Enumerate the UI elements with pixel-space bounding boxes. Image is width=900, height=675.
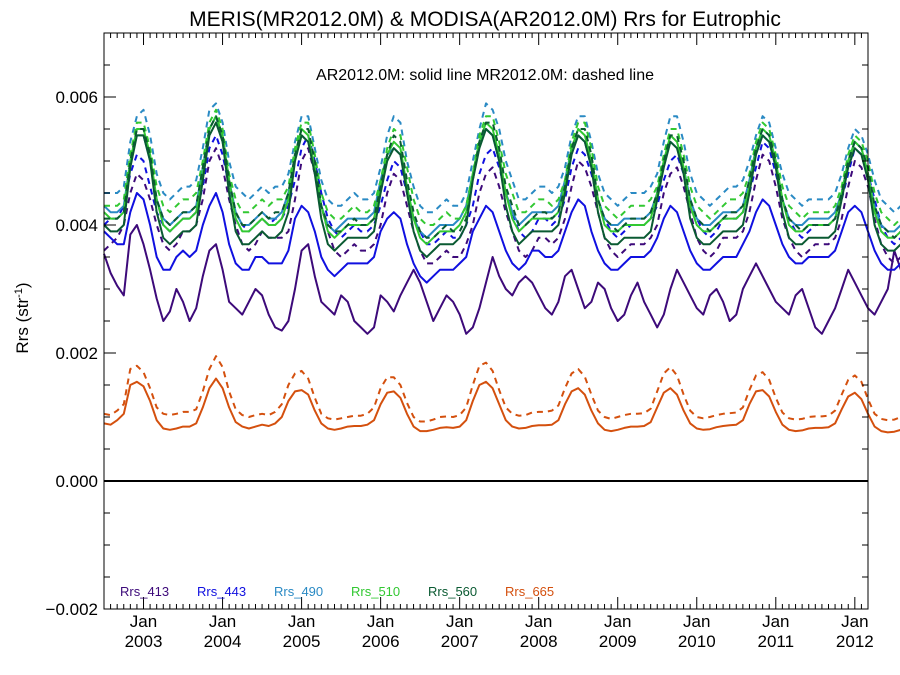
x-tick-label-year: 2012 bbox=[836, 632, 874, 651]
legend-entry-rrs_443: Rrs_443 bbox=[197, 584, 246, 599]
x-tick-label-month: Jan bbox=[446, 612, 473, 631]
y-axis-label-end: ) bbox=[13, 282, 32, 288]
x-tick-label-month: Jan bbox=[525, 612, 552, 631]
legend-entry-rrs_413: Rrs_413 bbox=[120, 584, 169, 599]
y-tick-label: −0.002 bbox=[46, 600, 98, 619]
series-line-rrs_510-dashed bbox=[104, 108, 900, 226]
legend: Rrs_413 Rrs_443 Rrs_490 Rrs_510 Rrs_560 Rrs_6… bbox=[120, 584, 554, 599]
y-tick-label: 0.000 bbox=[55, 472, 98, 491]
legend-entry-rrs_510: Rrs_510 bbox=[351, 584, 400, 599]
chart-title: MERIS(MR2012.0M) & MODISA(AR2012.0M) Rrs… bbox=[189, 8, 781, 31]
series-line-rrs_665-dashed bbox=[103, 355, 900, 423]
x-tick-label-month: Jan bbox=[841, 612, 868, 631]
y-tick-label: 0.002 bbox=[55, 344, 98, 363]
plot-area bbox=[103, 102, 900, 482]
legend-entry-rrs_490: Rrs_490 bbox=[274, 584, 323, 599]
x-tick-label-year: 2008 bbox=[520, 632, 558, 651]
x-tick-label-month: Jan bbox=[209, 612, 236, 631]
y-tick-label: 0.006 bbox=[55, 88, 98, 107]
series-line-rrs_413-dashed bbox=[103, 147, 900, 265]
y-tick-label: 0.004 bbox=[55, 216, 98, 235]
legend-entry-rrs_665: Rrs_665 bbox=[505, 584, 554, 599]
svg-text:Rrs (str-1): Rrs (str-1) bbox=[13, 282, 32, 353]
x-tick-label-year: 2005 bbox=[283, 632, 321, 651]
chart-annotation: AR2012.0M: solid line MR2012.0M: dashed … bbox=[316, 67, 654, 84]
axis-ticks bbox=[103, 32, 869, 610]
x-tick-label-year: 2006 bbox=[362, 632, 400, 651]
x-tick-label-month: Jan bbox=[683, 612, 710, 631]
x-tick-label-year: 2004 bbox=[204, 632, 242, 651]
series-line-rrs_665-solid bbox=[103, 377, 900, 434]
axis-tick-labels: −0.0020.0000.0020.0040.006Jan2003Jan2004… bbox=[46, 88, 874, 651]
series-line-rrs_490-dashed bbox=[104, 102, 900, 214]
x-tick-label-year: 2011 bbox=[758, 632, 795, 651]
x-tick-label-year: 2009 bbox=[599, 632, 637, 651]
series-line-rrs_560-dashed bbox=[104, 115, 900, 239]
legend-entry-rrs_560: Rrs_560 bbox=[428, 584, 477, 599]
y-axis-label: Rrs (str-1) bbox=[13, 282, 32, 353]
x-tick-label-year: 2007 bbox=[441, 632, 479, 651]
y-axis-label-superscript: -1 bbox=[13, 288, 25, 298]
x-tick-label-year: 2003 bbox=[125, 632, 163, 651]
x-tick-label-month: Jan bbox=[367, 612, 394, 631]
x-tick-label-month: Jan bbox=[288, 612, 315, 631]
x-tick-label-year: 2010 bbox=[678, 632, 716, 651]
x-tick-label-month: Jan bbox=[762, 612, 789, 631]
series-line-rrs_560-solid bbox=[103, 121, 900, 258]
y-axis-label-main: Rrs (str bbox=[13, 298, 32, 354]
series-line-rrs_510-solid bbox=[103, 115, 900, 246]
series-line-rrs_413-solid bbox=[103, 224, 900, 335]
x-tick-label-month: Jan bbox=[604, 612, 631, 631]
series-line-rrs_443-dashed bbox=[103, 134, 900, 246]
x-tick-label-month: Jan bbox=[130, 612, 157, 631]
series-line-rrs_443-solid bbox=[103, 192, 900, 284]
